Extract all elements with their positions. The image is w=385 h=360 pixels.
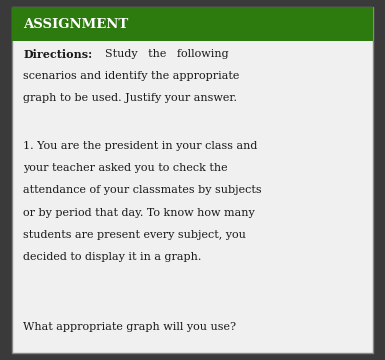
Text: or by period that day. To know how many: or by period that day. To know how many bbox=[23, 208, 255, 218]
Text: students are present every subject, you: students are present every subject, you bbox=[23, 230, 246, 240]
Text: Study   the   following: Study the following bbox=[98, 49, 229, 59]
Text: ASSIGNMENT: ASSIGNMENT bbox=[23, 18, 128, 31]
Text: your teacher asked you to check the: your teacher asked you to check the bbox=[23, 163, 228, 173]
Text: Directions:: Directions: bbox=[23, 49, 92, 60]
Text: decided to display it in a graph.: decided to display it in a graph. bbox=[23, 252, 201, 262]
Text: attendance of your classmates by subjects: attendance of your classmates by subject… bbox=[23, 185, 262, 195]
FancyBboxPatch shape bbox=[12, 7, 373, 353]
Text: What appropriate graph will you use?: What appropriate graph will you use? bbox=[23, 322, 236, 332]
FancyBboxPatch shape bbox=[12, 7, 373, 41]
Text: scenarios and identify the appropriate: scenarios and identify the appropriate bbox=[23, 71, 239, 81]
Text: graph to be used. Justify your answer.: graph to be used. Justify your answer. bbox=[23, 93, 237, 103]
Text: 1. You are the president in your class and: 1. You are the president in your class a… bbox=[23, 141, 258, 151]
